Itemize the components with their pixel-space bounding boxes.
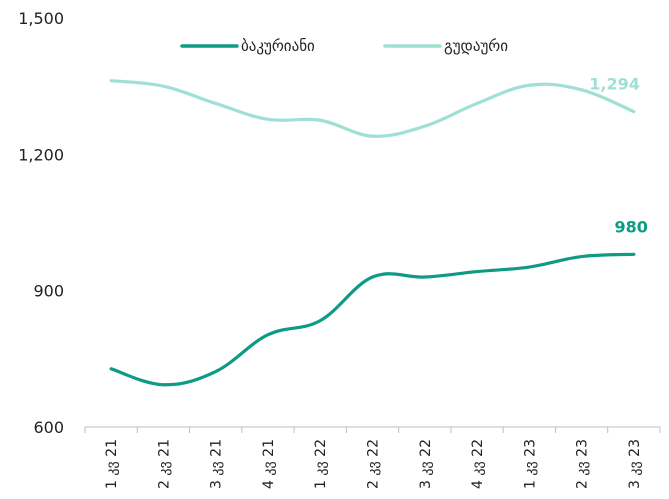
x-tick-label: 1 კვ 22 — [313, 439, 329, 489]
x-axis-ticks — [84, 427, 661, 433]
x-tick-label: 3 კვ 23 — [627, 439, 643, 489]
series-lines — [109, 79, 636, 387]
x-tick-label: 4 კვ 21 — [261, 439, 277, 489]
legend-label: გუდაური — [444, 37, 508, 55]
x-tick-label: 3 კვ 21 — [209, 439, 225, 489]
y-tick-label: 1,200 — [18, 145, 64, 164]
x-tick-label: 4 კვ 22 — [470, 439, 486, 489]
y-tick-label: 600 — [33, 418, 64, 437]
series-line — [109, 79, 636, 138]
legend-label: ბაკურიანი — [241, 37, 315, 55]
y-tick-label: 900 — [33, 282, 64, 301]
y-tick-label: 1,500 — [18, 9, 64, 28]
y-axis-labels: 600 900 1,200 1,500 — [18, 9, 64, 437]
data-label: 1,294 — [589, 75, 640, 94]
x-tick-label: 1 კვ 23 — [522, 439, 538, 489]
x-tick-label: 2 კვ 22 — [366, 439, 382, 489]
data-label: 980 — [614, 217, 647, 236]
x-tick-label: 2 კვ 21 — [156, 439, 172, 489]
x-tick-label: 3 კვ 22 — [418, 439, 434, 489]
legend: ბაკურიანი გუდაური — [180, 37, 508, 55]
x-tick-label: 1 კვ 21 — [104, 439, 120, 489]
series-line — [109, 252, 636, 387]
x-tick-label: 2 კვ 23 — [575, 439, 591, 489]
x-axis-labels: 1 კვ 21 2 კვ 21 3 კვ 21 4 კვ 21 1 კვ 22 2 კვ … — [104, 439, 643, 489]
data-labels: 980 1,294 — [589, 75, 648, 237]
